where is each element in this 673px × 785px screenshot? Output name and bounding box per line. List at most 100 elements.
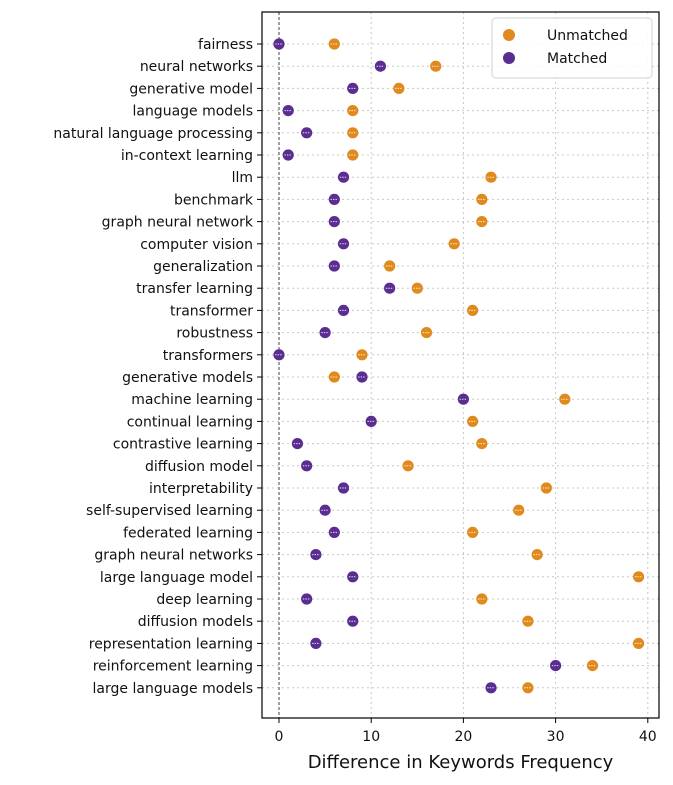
matched-point bbox=[374, 60, 387, 72]
matched-point bbox=[365, 415, 377, 427]
plot-frame bbox=[261, 11, 660, 719]
y-axis-ticks: fairness neural networks generative model l… bbox=[53, 37, 262, 697]
y-tick-label: transformers bbox=[163, 348, 253, 364]
matched-point bbox=[310, 549, 322, 561]
unmatched-point bbox=[522, 682, 534, 694]
unmatched-point bbox=[356, 349, 368, 361]
y-tick-label: in-context learning bbox=[121, 148, 253, 164]
matched-point bbox=[273, 38, 285, 50]
unmatched-point bbox=[513, 504, 525, 516]
y-tick-label: language models bbox=[132, 104, 253, 120]
legend: Unmatched Matched bbox=[491, 17, 653, 79]
unmatched-point bbox=[328, 38, 340, 50]
y-tick-label: robustness bbox=[176, 326, 253, 342]
x-tick-label: 30 bbox=[547, 729, 565, 745]
x-tick-label: 0 bbox=[275, 729, 284, 745]
y-tick-label: neural networks bbox=[140, 59, 253, 75]
y-tick-label: diffusion models bbox=[138, 614, 253, 630]
y-tick-label: deep learning bbox=[156, 592, 253, 608]
unmatched-point bbox=[476, 193, 488, 205]
unmatched-point bbox=[476, 216, 488, 228]
points-layer bbox=[273, 38, 645, 694]
unmatched-point bbox=[384, 260, 396, 272]
unmatched-point bbox=[559, 393, 571, 405]
matched-point bbox=[337, 171, 350, 183]
matched-point bbox=[347, 82, 359, 94]
matched-point bbox=[328, 193, 340, 205]
legend-marker-unmatched bbox=[503, 29, 515, 41]
matched-point bbox=[310, 637, 322, 650]
unmatched-point bbox=[347, 105, 359, 117]
matched-point bbox=[337, 304, 350, 316]
unmatched-point bbox=[522, 615, 534, 627]
matched-point bbox=[319, 504, 331, 516]
matched-point bbox=[328, 216, 340, 228]
y-tick-label: transfer learning bbox=[136, 281, 253, 297]
unmatched-point bbox=[420, 327, 433, 339]
matched-point bbox=[384, 282, 396, 294]
y-tick-label: machine learning bbox=[131, 392, 253, 408]
x-tick-label: 40 bbox=[639, 729, 657, 745]
y-tick-label: transformer bbox=[170, 303, 253, 319]
y-tick-label: graph neural network bbox=[102, 215, 254, 231]
unmatched-point bbox=[402, 460, 414, 472]
unmatched-point bbox=[476, 438, 488, 450]
legend-label-matched: Matched bbox=[547, 51, 607, 67]
unmatched-point bbox=[467, 304, 479, 316]
matched-point bbox=[337, 482, 350, 494]
matched-point bbox=[291, 438, 304, 450]
y-tick-label: large language models bbox=[93, 681, 253, 697]
matched-point bbox=[328, 526, 340, 539]
unmatched-point bbox=[328, 371, 340, 383]
matched-point bbox=[550, 660, 562, 672]
y-tick-label: computer vision bbox=[140, 237, 253, 253]
x-tick-label: 20 bbox=[454, 729, 472, 745]
y-tick-label: large language model bbox=[100, 570, 253, 586]
matched-point bbox=[347, 615, 359, 627]
unmatched-point bbox=[430, 60, 442, 72]
matched-point bbox=[337, 238, 350, 250]
y-tick-label: reinforcement learning bbox=[93, 659, 253, 675]
x-axis-ticks: 0 10 20 30 40 bbox=[275, 718, 657, 745]
unmatched-point bbox=[632, 637, 645, 650]
y-tick-label: representation learning bbox=[89, 636, 253, 652]
unmatched-point bbox=[586, 660, 599, 672]
y-tick-label: interpretability bbox=[149, 481, 253, 497]
unmatched-point bbox=[347, 149, 359, 161]
matched-point bbox=[282, 105, 294, 117]
y-tick-label: fairness bbox=[198, 37, 253, 53]
y-tick-label: generative models bbox=[122, 370, 253, 386]
matched-point bbox=[485, 682, 497, 694]
y-tick-label: generalization bbox=[153, 259, 253, 275]
y-tick-label: generative model bbox=[129, 81, 253, 97]
y-tick-label: continual learning bbox=[127, 414, 253, 430]
matched-point bbox=[301, 593, 313, 605]
legend-label-unmatched: Unmatched bbox=[547, 28, 628, 44]
unmatched-point bbox=[467, 415, 479, 427]
y-tick-label: self-supervised learning bbox=[86, 503, 253, 519]
y-tick-label: llm bbox=[232, 170, 253, 186]
y-tick-label: diffusion model bbox=[145, 459, 253, 475]
matched-point bbox=[319, 327, 331, 339]
matched-point bbox=[457, 393, 469, 405]
unmatched-point bbox=[393, 82, 405, 94]
matched-point bbox=[282, 149, 294, 161]
unmatched-point bbox=[467, 526, 479, 539]
unmatched-point bbox=[347, 127, 359, 139]
unmatched-point bbox=[485, 171, 497, 183]
matched-point bbox=[347, 571, 359, 583]
unmatched-point bbox=[411, 282, 423, 294]
unmatched-point bbox=[531, 549, 543, 561]
matched-point bbox=[301, 460, 313, 472]
legend-box bbox=[491, 17, 653, 79]
matched-point bbox=[356, 371, 368, 383]
y-tick-label: benchmark bbox=[174, 192, 254, 208]
x-tick-label: 10 bbox=[362, 729, 380, 745]
matched-point bbox=[328, 260, 340, 272]
legend-marker-matched bbox=[503, 52, 515, 64]
y-tick-label: contrastive learning bbox=[113, 437, 253, 453]
matched-point bbox=[273, 349, 285, 361]
matched-point bbox=[301, 127, 313, 139]
y-tick-label: graph neural networks bbox=[94, 548, 253, 564]
unmatched-point bbox=[476, 593, 488, 605]
